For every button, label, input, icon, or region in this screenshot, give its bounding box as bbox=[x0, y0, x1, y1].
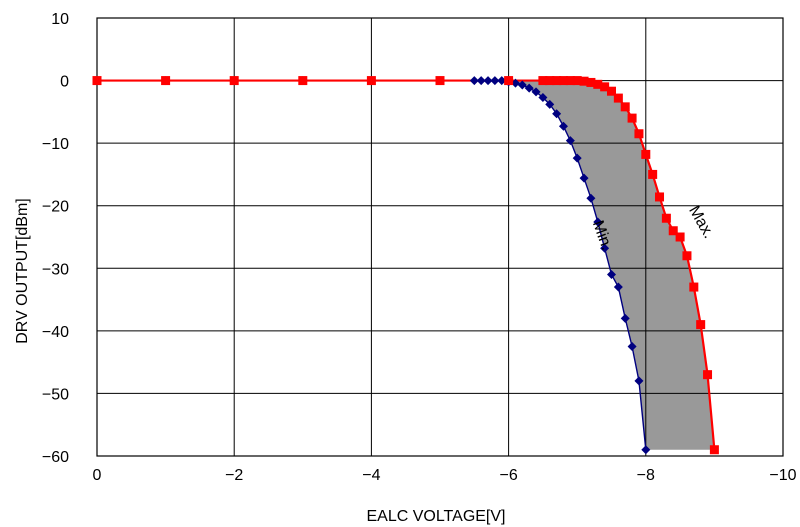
data-point-min bbox=[620, 313, 630, 323]
shaded-region-layer bbox=[97, 80, 715, 450]
data-point-max bbox=[161, 76, 171, 86]
data-point-min bbox=[490, 76, 500, 86]
data-point-max bbox=[572, 76, 582, 86]
y-tick-label: −30 bbox=[42, 261, 69, 278]
data-point-max bbox=[613, 93, 623, 103]
data-point-min bbox=[476, 76, 486, 86]
grid-layer bbox=[96, 17, 784, 457]
data-point-max bbox=[558, 76, 568, 86]
data-point-max bbox=[675, 232, 685, 242]
data-point-min bbox=[572, 153, 582, 163]
data-point-min bbox=[469, 76, 479, 86]
data-point-max bbox=[579, 76, 589, 86]
data-point-max bbox=[689, 282, 699, 292]
data-point-min bbox=[510, 78, 520, 88]
x-tick-label: −8 bbox=[637, 467, 655, 484]
y-tick-label: −60 bbox=[42, 449, 69, 466]
data-point-min bbox=[558, 121, 568, 131]
y-tick-label: −10 bbox=[42, 136, 69, 153]
data-point-min bbox=[627, 342, 637, 351]
data-point-max bbox=[435, 76, 445, 86]
x-tick-label: 0 bbox=[93, 467, 102, 484]
data-point-min bbox=[586, 193, 596, 203]
data-point-min bbox=[641, 445, 651, 455]
data-point-max bbox=[703, 370, 713, 380]
tick-label-layer: 0 −2 −4 −6 −8 −10 10 0 −10 −20 −30 −40 −50 −60 bbox=[42, 11, 797, 484]
data-point-max bbox=[641, 149, 651, 159]
data-point-max bbox=[552, 76, 562, 86]
data-point-max bbox=[229, 76, 239, 86]
data-point-min bbox=[613, 282, 623, 292]
x-tick-label: −10 bbox=[769, 467, 796, 484]
y-axis-title: DRV OUTPUT[dBm] bbox=[14, 198, 31, 344]
data-point-max bbox=[545, 76, 555, 86]
data-point-max bbox=[696, 320, 706, 330]
data-point-max bbox=[620, 102, 630, 112]
y-tick-label: −20 bbox=[42, 199, 69, 216]
plot-frame bbox=[96, 17, 784, 457]
annotation-max: Max. bbox=[685, 203, 717, 242]
data-point-max bbox=[709, 445, 719, 455]
data-point-min bbox=[552, 109, 562, 119]
data-point-min bbox=[593, 217, 603, 227]
data-point-min bbox=[524, 83, 534, 93]
annotation-layer: Min. Max. bbox=[589, 203, 717, 253]
data-point-min bbox=[545, 99, 555, 109]
x-axis-title: EALC VOLTAGE[V] bbox=[366, 508, 505, 525]
data-point-max bbox=[504, 76, 514, 86]
y-tick-label: 10 bbox=[51, 11, 69, 28]
data-point-max bbox=[565, 76, 575, 86]
series-layer bbox=[92, 76, 719, 455]
data-point-max bbox=[634, 129, 644, 139]
data-point-min bbox=[600, 243, 610, 253]
data-point-max bbox=[648, 169, 658, 179]
data-point-max bbox=[600, 82, 610, 92]
x-tick-label: −6 bbox=[499, 467, 517, 484]
data-point-min bbox=[483, 76, 493, 86]
data-point-min bbox=[538, 92, 548, 102]
data-point-max bbox=[538, 76, 548, 86]
data-point-max bbox=[92, 76, 102, 86]
data-point-max bbox=[593, 79, 603, 89]
data-point-min bbox=[634, 376, 644, 386]
data-point-max bbox=[655, 192, 665, 202]
data-point-min bbox=[531, 87, 541, 97]
data-point-max bbox=[607, 86, 616, 96]
data-point-max bbox=[298, 76, 308, 86]
data-point-max bbox=[627, 113, 637, 123]
y-tick-label: −40 bbox=[42, 324, 69, 341]
y-tick-label: −50 bbox=[42, 386, 69, 403]
data-point-max bbox=[586, 77, 596, 87]
data-point-min bbox=[497, 76, 507, 86]
data-point-min bbox=[565, 136, 575, 146]
data-point-max bbox=[682, 251, 692, 261]
data-point-max bbox=[661, 213, 671, 223]
y-tick-label: 0 bbox=[60, 74, 69, 91]
data-point-min bbox=[579, 173, 589, 183]
data-point-min bbox=[517, 80, 527, 90]
x-tick-label: −2 bbox=[225, 467, 243, 484]
x-tick-label: −4 bbox=[362, 467, 380, 484]
data-point-max bbox=[366, 76, 376, 86]
data-point-max bbox=[668, 226, 678, 236]
data-point-min bbox=[607, 270, 616, 280]
shaded-band bbox=[97, 80, 715, 450]
